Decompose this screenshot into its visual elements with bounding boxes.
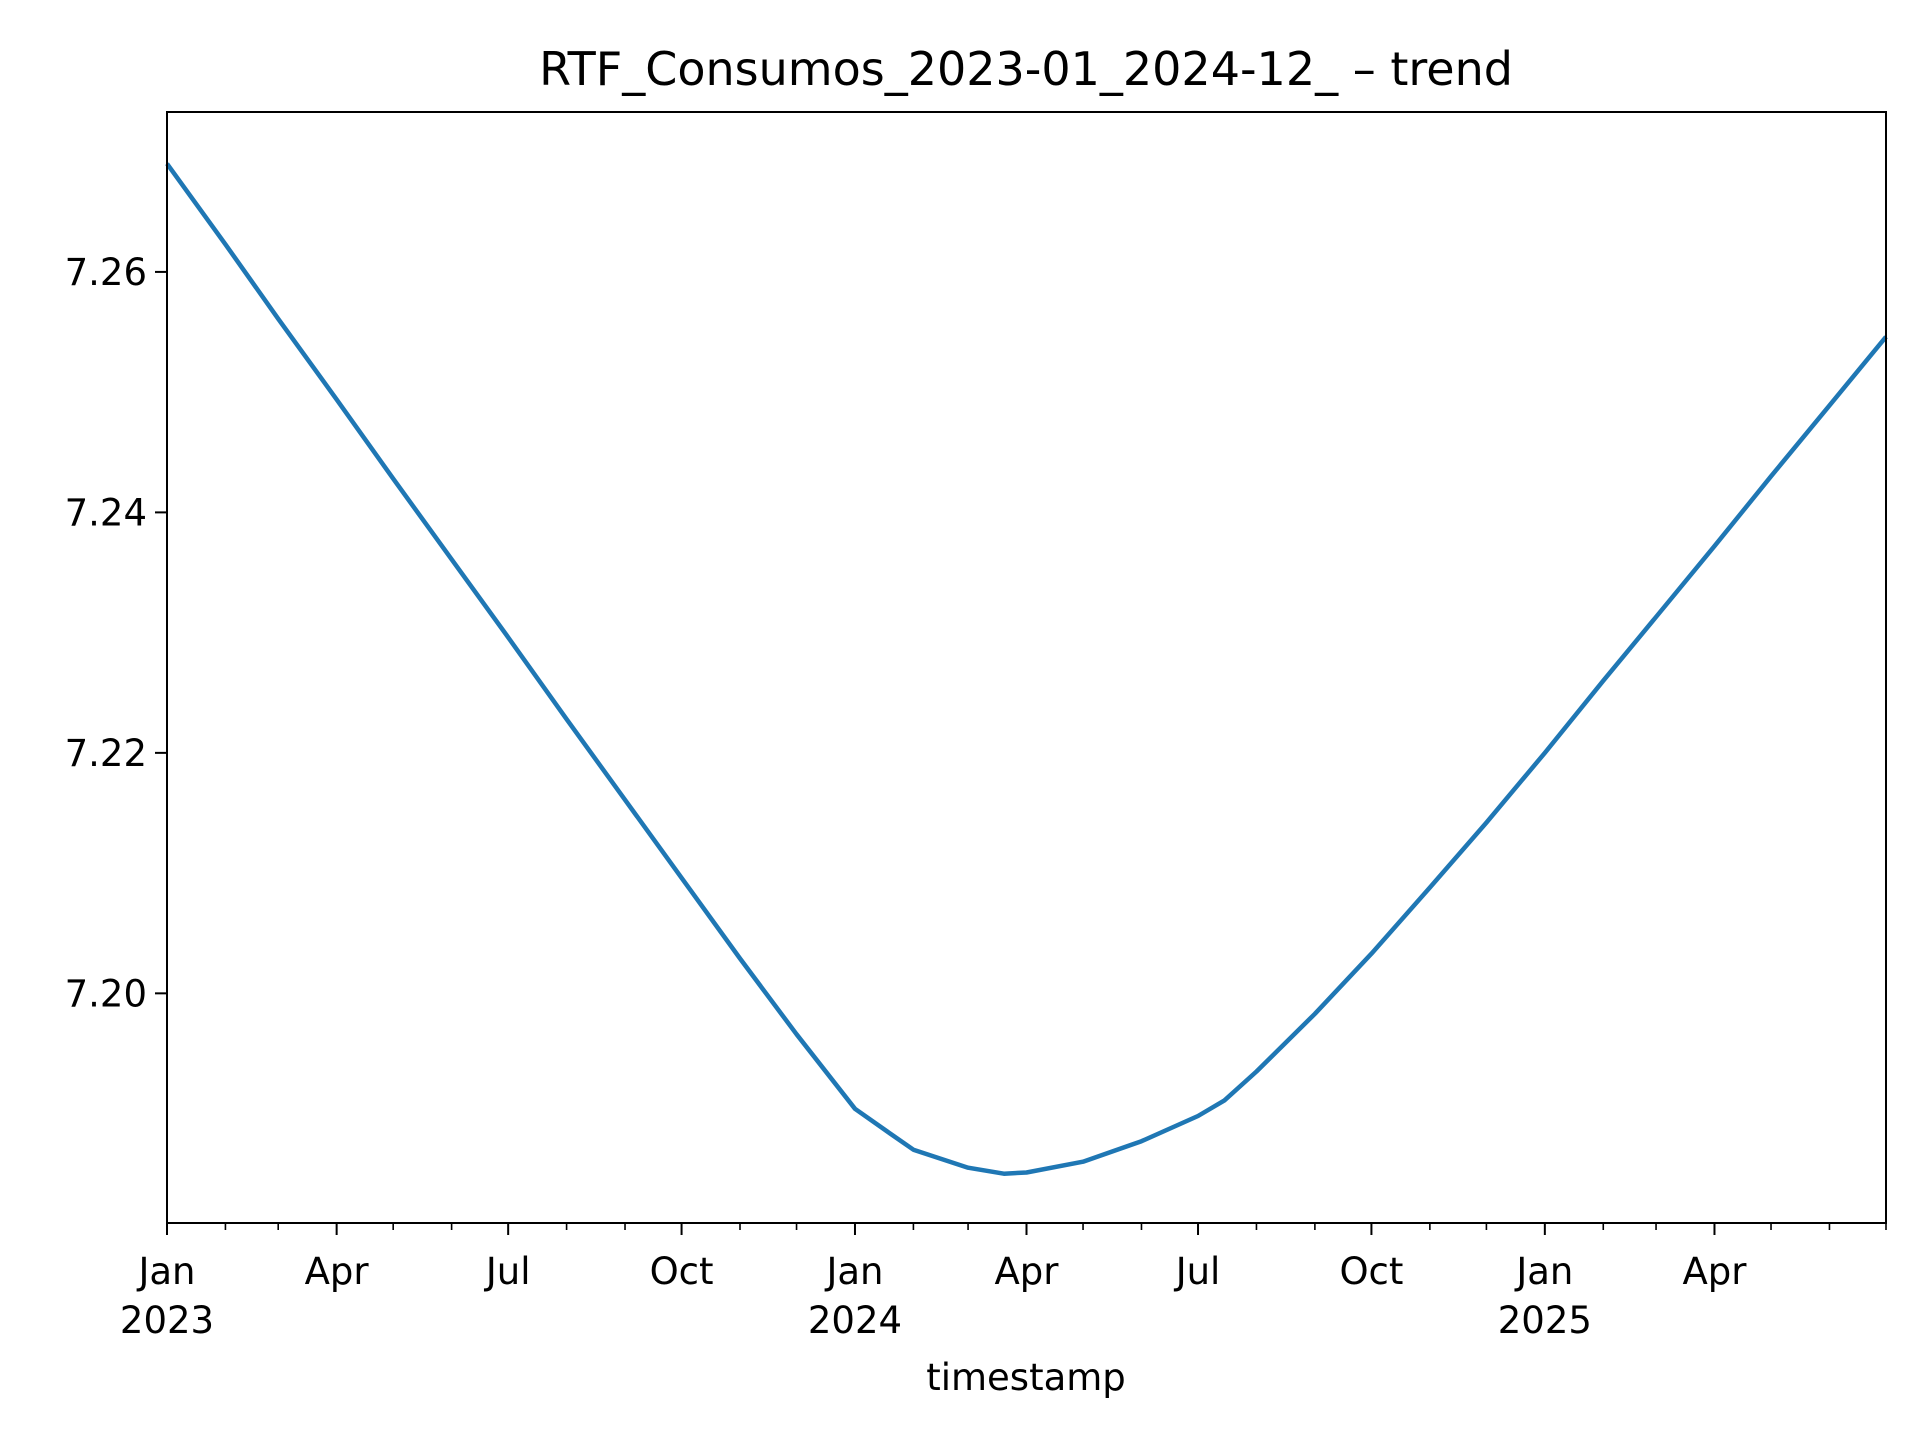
chart-title: RTF_Consumos_2023-01_2024-12_ – trend (539, 42, 1513, 96)
x-tick-label: Jul (1174, 1250, 1221, 1293)
y-axis: 7.20 7.22 7.24 7.26 (65, 251, 167, 1015)
x-tick-label: Jan (1514, 1250, 1573, 1293)
y-tick-label: 7.20 (65, 972, 147, 1015)
y-tick-label: 7.24 (65, 491, 147, 534)
x-tick-label: Apr (1682, 1250, 1747, 1293)
x-tick-year-label: 2025 (1498, 1299, 1592, 1342)
x-tick-label: Apr (994, 1250, 1059, 1293)
x-tick-label: Oct (650, 1250, 714, 1293)
y-tick-label: 7.26 (65, 251, 147, 294)
x-tick-label: Apr (305, 1250, 370, 1293)
x-tick-year-label: 2024 (808, 1299, 902, 1342)
plot-area (165, 162, 1888, 1176)
x-axis: Jan 2023 Apr Jul Oct Jan 2024 Apr Jul Oct Jan 2025 A… (120, 1223, 1887, 1342)
x-tick-label: Oct (1339, 1250, 1403, 1293)
x-tick-year-label: 2023 (120, 1299, 214, 1342)
series-line-trend (165, 162, 1888, 1176)
x-tick-label: Jul (484, 1250, 531, 1293)
y-tick-label: 7.22 (65, 732, 147, 775)
x-axis-label: timestamp (926, 1356, 1126, 1399)
x-tick-label: Jan (136, 1250, 195, 1293)
x-tick-label: Jan (824, 1250, 883, 1293)
plot-frame (166, 111, 1887, 1224)
